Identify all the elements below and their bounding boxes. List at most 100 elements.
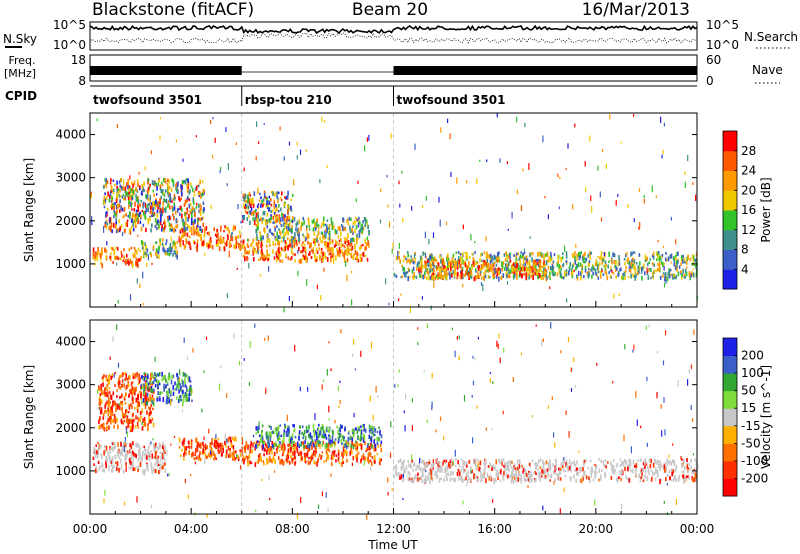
echo-cell xyxy=(259,192,261,196)
echo-cell xyxy=(638,473,640,479)
echo-cell xyxy=(274,427,277,431)
echo-cell xyxy=(317,457,320,461)
echo-cell xyxy=(364,145,366,152)
echo-cell xyxy=(195,135,197,138)
echo-cell xyxy=(158,220,160,224)
echo-cell xyxy=(435,258,437,262)
echo-cell xyxy=(274,459,276,465)
echo-cell xyxy=(115,220,117,226)
echo-cell xyxy=(128,200,130,205)
echo-cell xyxy=(145,382,147,386)
echo-cell xyxy=(249,198,251,203)
echo-cell xyxy=(479,273,482,276)
echo-cell xyxy=(109,406,112,409)
echo-cell xyxy=(266,224,269,229)
echo-cell xyxy=(428,259,430,264)
echo-cell xyxy=(657,254,660,260)
echo-cell xyxy=(123,248,125,252)
echo-cell xyxy=(662,245,664,248)
echo-cell xyxy=(283,432,285,437)
echo-cell xyxy=(110,258,112,262)
echo-cell xyxy=(239,230,241,234)
echo-cell xyxy=(191,217,193,222)
echo-cell xyxy=(211,442,213,445)
echo-cell xyxy=(206,445,209,450)
echo-cell xyxy=(464,273,466,277)
echo-cell xyxy=(421,274,423,278)
echo-cell xyxy=(591,206,593,214)
echo-cell xyxy=(374,459,376,464)
echo-cell xyxy=(557,255,559,258)
echo-cell xyxy=(324,230,326,234)
echo-cell xyxy=(244,250,246,255)
echo-cell xyxy=(453,265,456,269)
echo-cell xyxy=(104,410,106,414)
echo-cell xyxy=(206,455,209,459)
echo-cell xyxy=(136,372,138,376)
echo-cell xyxy=(291,443,294,448)
echo-cell xyxy=(272,233,274,236)
echo-cell xyxy=(399,259,401,263)
echo-cell xyxy=(129,443,131,448)
echo-cell xyxy=(156,185,158,191)
echo-cell xyxy=(107,400,110,403)
echo-cell xyxy=(313,443,315,448)
echo-cell xyxy=(306,236,308,240)
echo-cell xyxy=(568,270,570,276)
echo-cell xyxy=(309,242,311,247)
echo-cell xyxy=(405,257,407,261)
echo-cell xyxy=(102,376,104,382)
echo-cell xyxy=(287,237,289,241)
echo-cell xyxy=(190,208,192,212)
echo-cell xyxy=(338,462,341,465)
echo-cell xyxy=(300,258,303,264)
echo-cell xyxy=(152,380,155,385)
echo-cell xyxy=(347,247,350,253)
echo-cell xyxy=(221,442,223,446)
echo-cell xyxy=(130,425,132,431)
echo-cell xyxy=(286,425,289,429)
echo-cell xyxy=(124,261,126,264)
echo-cell xyxy=(452,261,454,267)
echo-cell xyxy=(502,458,505,462)
echo-cell xyxy=(276,194,278,199)
echo-cell xyxy=(178,381,180,386)
echo-cell xyxy=(273,256,276,260)
echo-cell xyxy=(137,416,139,420)
echo-cell xyxy=(204,228,206,234)
echo-cell xyxy=(173,194,176,198)
echo-cell xyxy=(551,264,554,270)
echo-cell xyxy=(430,265,433,269)
echo-cell xyxy=(268,257,270,261)
echo-cell xyxy=(333,244,336,248)
echo-cell xyxy=(186,207,188,211)
echo-cell xyxy=(352,429,355,432)
echo-cell xyxy=(355,447,357,450)
echo-cell xyxy=(146,462,148,466)
echo-cell xyxy=(350,252,352,256)
echo-cell xyxy=(275,447,278,451)
echo-cell xyxy=(270,446,273,451)
echo-cell xyxy=(270,203,273,207)
echo-cell xyxy=(98,396,101,401)
echo-cell xyxy=(276,217,278,223)
echo-cell xyxy=(144,242,146,247)
echo-cell xyxy=(486,258,489,264)
echo-cell xyxy=(339,250,342,254)
echo-cell xyxy=(103,201,106,205)
echo-cell xyxy=(432,272,434,278)
echo-cell xyxy=(638,253,641,257)
echo-cell xyxy=(248,215,250,218)
echo-cell xyxy=(100,387,103,391)
echo-cell xyxy=(261,199,263,204)
echo-cell xyxy=(408,259,410,263)
echo-cell xyxy=(164,189,167,193)
freq-band-1 xyxy=(90,66,242,75)
beam-title: Beam 20 xyxy=(352,0,428,20)
echo-cell xyxy=(189,202,192,207)
echo-cell xyxy=(254,216,256,221)
y-tick-label: 3000 xyxy=(55,171,86,185)
echo-cell xyxy=(149,251,152,255)
echo-cell xyxy=(337,452,340,457)
echo-cell xyxy=(114,420,117,424)
